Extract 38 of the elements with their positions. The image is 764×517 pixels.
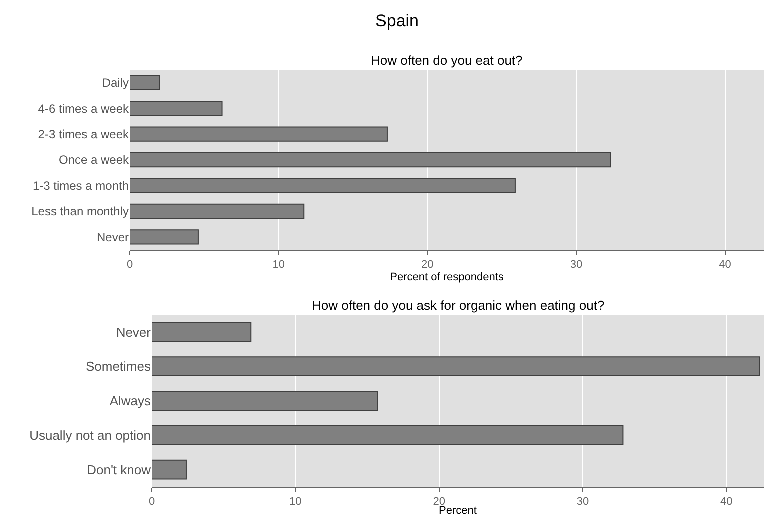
y-tick-label: Less than monthly (32, 204, 129, 219)
bar (152, 391, 378, 411)
bar (130, 152, 612, 168)
y-tick-label: 2-3 times a week (38, 127, 130, 142)
x-tick-label: 30 (570, 259, 583, 272)
y-tick-label: Never (116, 324, 152, 340)
chart-title: Spain (376, 11, 420, 30)
x-tick-label: 20 (422, 259, 434, 272)
bar (130, 178, 516, 194)
y-tick-label: 4-6 times a week (38, 102, 130, 116)
x-axis-title: Percent of respondents (390, 271, 504, 284)
x-tick-label: 40 (720, 496, 733, 508)
chart-title: How often do you ask for organic when eating out? (312, 298, 605, 313)
y-tick-label: Always (110, 394, 152, 409)
bar (152, 460, 187, 480)
bar (130, 101, 223, 116)
y-tick-label: 1-3 times a month (32, 178, 129, 193)
x-tick-label: 10 (272, 259, 285, 272)
bar (152, 425, 624, 446)
bar (130, 204, 305, 219)
chart-subtitle: How often do you eat out? (371, 53, 523, 68)
bar (130, 230, 199, 245)
bar (152, 356, 760, 377)
y-tick-label: Once a week (58, 153, 130, 168)
x-tick-label: 0 (126, 259, 134, 272)
y-tick-label: Never (96, 230, 129, 244)
x-tick-label: 0 (148, 496, 156, 508)
y-tick-label: Daily (102, 76, 129, 90)
bar (152, 322, 252, 342)
y-tick-label: Usually not an option (30, 428, 151, 443)
bar (130, 126, 388, 142)
x-tick-label: 40 (719, 259, 732, 272)
y-tick-label: Don't know (87, 462, 152, 478)
y-tick-label: Sometimes (86, 359, 152, 374)
x-tick-label: 10 (290, 496, 302, 508)
x-tick-label: 30 (576, 496, 590, 508)
bar (130, 75, 160, 90)
x-axis-title: Percent (439, 505, 477, 517)
